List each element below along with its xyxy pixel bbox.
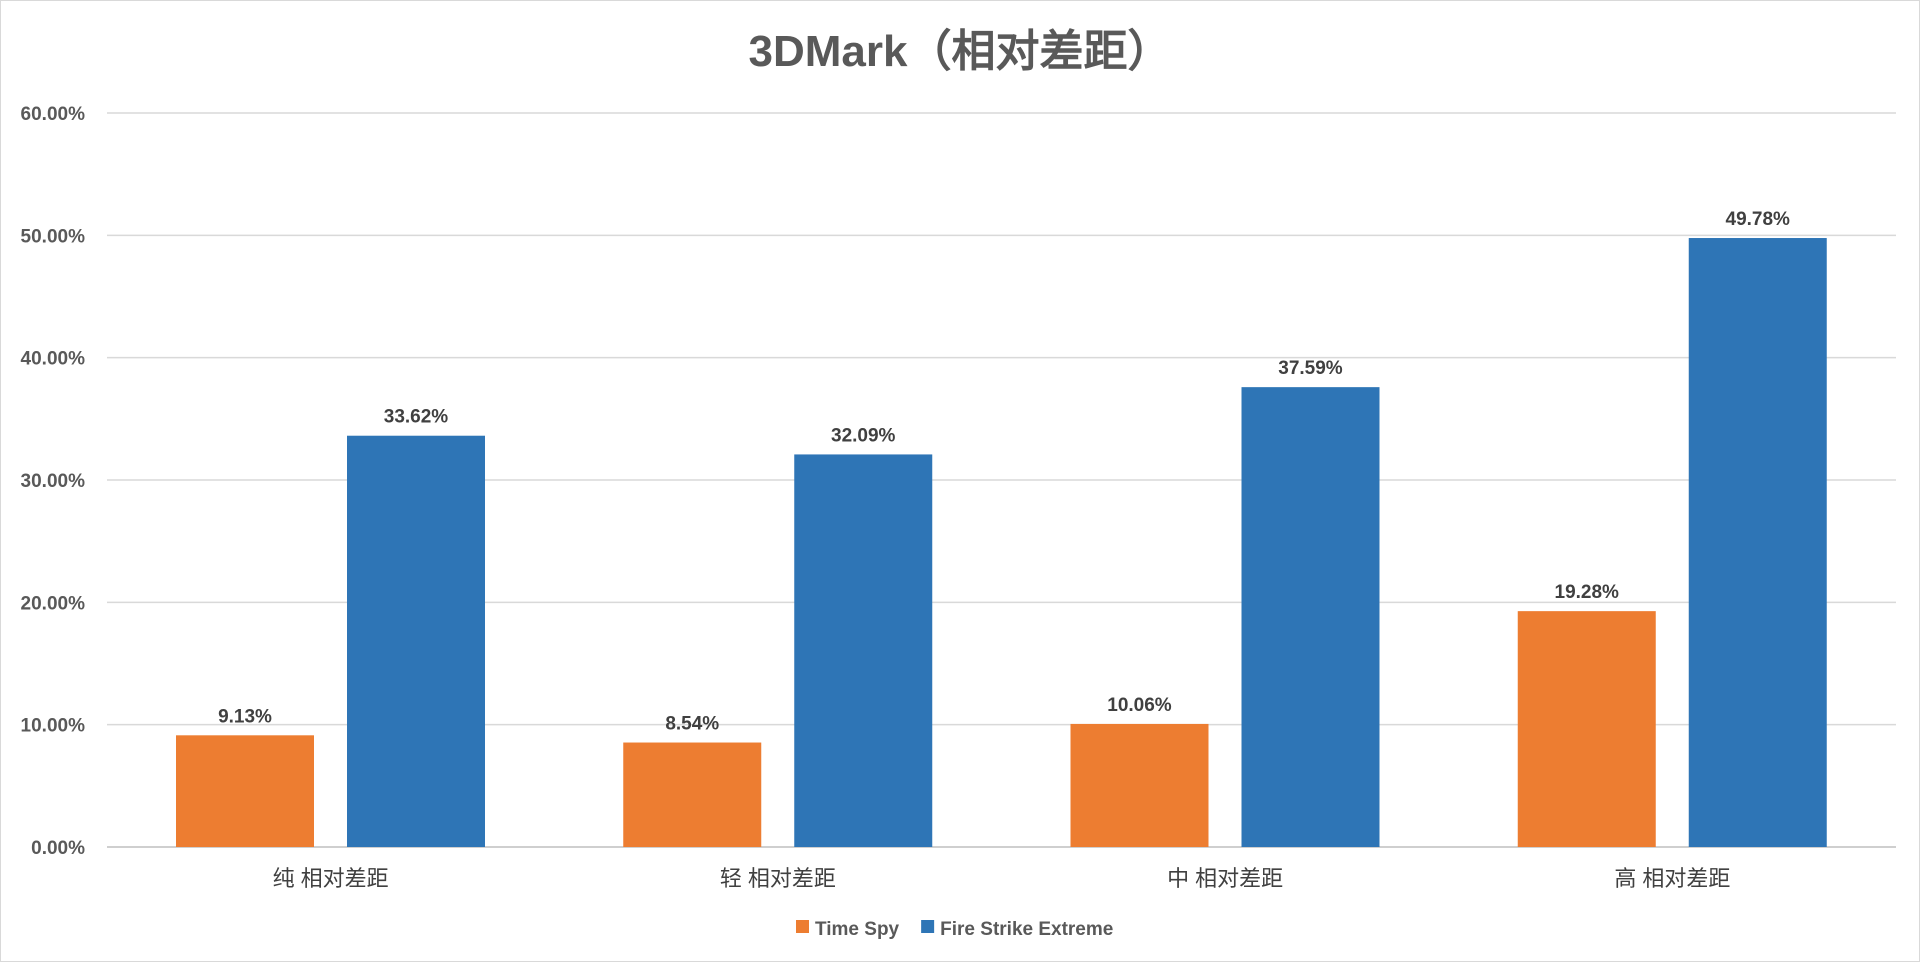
data-label: 33.62% xyxy=(384,407,449,428)
legend-label: Fire Strike Extreme xyxy=(940,919,1113,940)
x-category-label: 轻 相对差距 xyxy=(720,866,836,891)
y-tick-label: 20.00% xyxy=(21,593,86,614)
bar-fire-strike-extreme xyxy=(794,454,933,847)
y-tick-label: 30.00% xyxy=(21,471,86,492)
legend-label: Time Spy xyxy=(815,919,900,940)
data-label: 9.13% xyxy=(218,706,272,727)
y-tick-label: 50.00% xyxy=(21,226,86,247)
x-category-label: 高 相对差距 xyxy=(1614,866,1730,891)
data-label: 37.59% xyxy=(1278,358,1343,379)
legend-swatch xyxy=(921,920,935,933)
y-tick-label: 0.00% xyxy=(31,838,85,859)
bar-time-spy xyxy=(1517,611,1656,847)
x-category-label: 中 相对差距 xyxy=(1167,866,1283,891)
data-label: 49.78% xyxy=(1726,209,1791,230)
bar-fire-strike-extreme xyxy=(1688,238,1827,848)
y-tick-label: 60.00% xyxy=(21,104,86,125)
y-tick-label: 10.00% xyxy=(21,716,86,737)
bar-time-spy xyxy=(1070,723,1209,847)
bar-fire-strike-extreme xyxy=(1241,387,1380,847)
data-label: 8.54% xyxy=(665,714,719,735)
data-label: 32.09% xyxy=(831,425,896,446)
bar-fire-strike-extreme xyxy=(347,435,485,847)
bar-time-spy xyxy=(176,735,314,847)
legend-swatch xyxy=(796,920,809,933)
chart-title: 3DMark（相对差距） xyxy=(749,27,1172,76)
x-category-label: 纯 相对差距 xyxy=(273,866,389,891)
data-label: 19.28% xyxy=(1555,582,1620,603)
y-tick-label: 40.00% xyxy=(21,349,86,370)
data-label: 10.06% xyxy=(1107,695,1172,716)
bar-time-spy xyxy=(623,742,762,847)
